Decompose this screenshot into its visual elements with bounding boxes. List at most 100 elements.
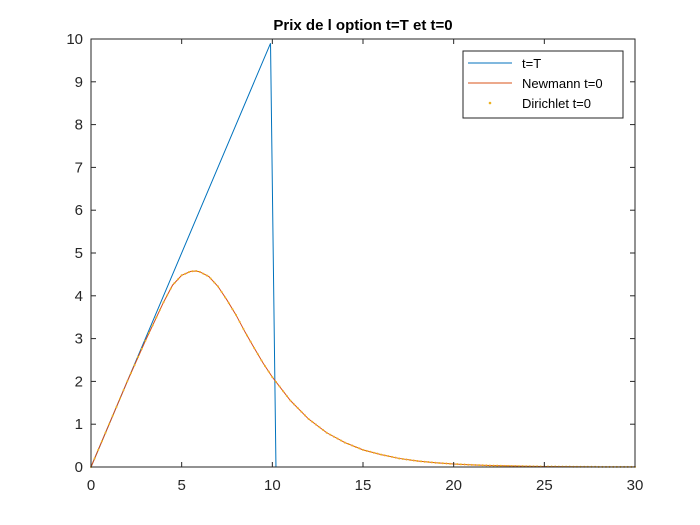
data-point <box>140 347 143 350</box>
data-point <box>162 301 165 304</box>
data-point <box>420 460 423 463</box>
data-point <box>209 277 212 280</box>
data-point <box>380 453 383 456</box>
y-tick-label: 8 <box>75 117 83 134</box>
data-point <box>100 440 103 443</box>
data-point <box>151 324 154 327</box>
data-point <box>242 327 245 330</box>
data-point <box>449 462 452 465</box>
data-point <box>499 464 502 467</box>
data-point <box>274 380 277 383</box>
data-point <box>195 269 198 272</box>
data-point <box>329 433 332 436</box>
data-point <box>478 464 481 467</box>
data-point <box>405 458 408 461</box>
y-axis: 0 1 2 3 4 5 6 7 8 9 10 <box>66 31 635 476</box>
data-point <box>97 448 100 451</box>
data-point <box>445 462 448 465</box>
data-point <box>216 285 219 288</box>
legend-label-newmann-t-0: Newmann t=0 <box>522 76 603 91</box>
data-point <box>256 353 259 356</box>
x-tick-label: 25 <box>536 477 553 494</box>
data-point <box>401 457 404 460</box>
data-point <box>202 272 205 275</box>
data-point <box>441 462 444 465</box>
legend: t=T Newmann t=0 Dirichlet t=0 <box>462 50 624 119</box>
y-tick-label: 3 <box>75 331 83 348</box>
data-point <box>470 463 473 466</box>
x-axis: 0 5 10 15 20 25 30 <box>87 39 644 494</box>
data-point <box>467 463 470 466</box>
data-point <box>347 443 350 446</box>
data-point <box>126 380 129 383</box>
data-point <box>177 278 180 281</box>
y-tick-label: 0 <box>75 459 83 476</box>
data-point <box>111 414 114 417</box>
data-point <box>260 359 263 362</box>
data-point <box>503 464 506 467</box>
data-point <box>318 426 321 429</box>
data-point <box>438 461 441 464</box>
data-point <box>325 431 328 434</box>
data-point <box>303 414 306 417</box>
data-point <box>245 334 248 337</box>
data-point <box>206 274 209 277</box>
data-point <box>354 445 357 448</box>
data-point <box>264 365 267 368</box>
data-point <box>285 394 288 397</box>
data-point <box>227 302 230 305</box>
data-point <box>423 460 426 463</box>
data-point <box>332 435 335 438</box>
data-point <box>351 444 354 447</box>
data-point <box>278 385 281 388</box>
data-point <box>336 437 339 440</box>
y-tick-label: 2 <box>75 373 83 390</box>
y-tick-label: 6 <box>75 202 83 219</box>
data-point <box>180 274 183 277</box>
data-point <box>376 452 379 455</box>
data-point <box>231 308 234 311</box>
data-point <box>485 464 488 467</box>
data-point <box>115 406 118 409</box>
data-point <box>253 347 256 350</box>
data-point <box>267 370 270 373</box>
x-tick-label: 0 <box>87 477 95 494</box>
data-point <box>427 461 430 464</box>
data-point <box>108 423 111 426</box>
data-point <box>463 463 466 466</box>
data-point <box>224 296 227 299</box>
data-point <box>369 450 372 453</box>
data-point <box>496 464 499 467</box>
data-point <box>314 423 317 426</box>
data-point <box>307 418 310 421</box>
data-point <box>220 290 223 293</box>
data-point <box>358 447 361 450</box>
x-tick-label: 20 <box>445 477 462 494</box>
x-tick-label: 30 <box>627 477 644 494</box>
data-point <box>340 439 343 442</box>
y-tick-label: 9 <box>75 74 83 91</box>
data-point <box>391 455 394 458</box>
data-point <box>481 464 484 467</box>
data-point <box>383 454 386 457</box>
data-point <box>119 397 122 400</box>
data-point <box>213 281 216 284</box>
data-point <box>122 388 125 391</box>
data-point <box>311 420 314 423</box>
data-point <box>430 461 433 464</box>
data-point <box>238 320 241 323</box>
data-point <box>191 270 194 273</box>
data-point <box>155 316 158 319</box>
data-point <box>133 364 136 367</box>
data-point <box>459 463 462 466</box>
data-point <box>387 455 390 458</box>
y-tick-label: 5 <box>75 245 83 262</box>
data-point <box>456 463 459 466</box>
data-point <box>434 461 437 464</box>
data-point <box>271 376 274 379</box>
data-point <box>235 314 238 317</box>
data-point <box>198 270 201 273</box>
data-point <box>144 339 147 342</box>
data-point <box>365 449 368 452</box>
